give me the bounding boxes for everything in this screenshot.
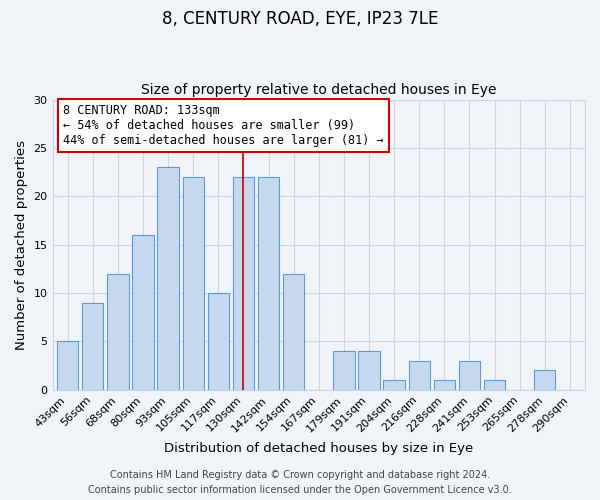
Bar <box>484 380 505 390</box>
Bar <box>434 380 455 390</box>
Y-axis label: Number of detached properties: Number of detached properties <box>15 140 28 350</box>
Bar <box>107 274 128 390</box>
Text: 8, CENTURY ROAD, EYE, IP23 7LE: 8, CENTURY ROAD, EYE, IP23 7LE <box>162 10 438 28</box>
Bar <box>459 361 480 390</box>
Bar <box>57 342 78 390</box>
Bar <box>383 380 405 390</box>
Bar <box>333 351 355 390</box>
Title: Size of property relative to detached houses in Eye: Size of property relative to detached ho… <box>141 83 497 97</box>
Text: Contains HM Land Registry data © Crown copyright and database right 2024.
Contai: Contains HM Land Registry data © Crown c… <box>88 470 512 495</box>
Bar <box>358 351 380 390</box>
Bar <box>132 235 154 390</box>
X-axis label: Distribution of detached houses by size in Eye: Distribution of detached houses by size … <box>164 442 473 455</box>
Bar <box>82 302 103 390</box>
Text: 8 CENTURY ROAD: 133sqm
← 54% of detached houses are smaller (99)
44% of semi-det: 8 CENTURY ROAD: 133sqm ← 54% of detached… <box>63 104 384 147</box>
Bar <box>157 168 179 390</box>
Bar <box>409 361 430 390</box>
Bar <box>233 177 254 390</box>
Bar <box>182 177 204 390</box>
Bar <box>258 177 279 390</box>
Bar <box>283 274 304 390</box>
Bar <box>534 370 556 390</box>
Bar <box>208 293 229 390</box>
